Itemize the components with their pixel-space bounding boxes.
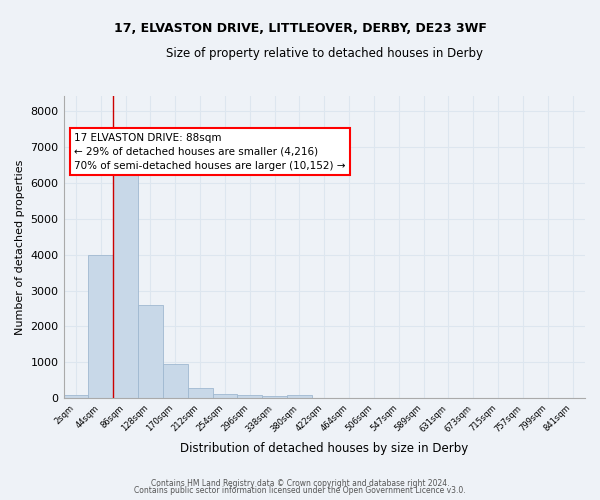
Y-axis label: Number of detached properties: Number of detached properties [15,160,25,335]
X-axis label: Distribution of detached houses by size in Derby: Distribution of detached houses by size … [180,442,469,455]
Bar [113,164,138,398]
Text: 17 ELVASTON DRIVE: 88sqm
← 29% of detached houses are smaller (4,216)
70% of sem: 17 ELVASTON DRIVE: 88sqm ← 29% of detach… [74,132,346,170]
Bar [88,254,113,398]
Bar [238,395,262,398]
Bar [287,395,312,398]
Text: Contains HM Land Registry data © Crown copyright and database right 2024.: Contains HM Land Registry data © Crown c… [151,478,449,488]
Bar [262,396,287,398]
Bar [163,364,188,398]
Bar [64,395,88,398]
Bar [138,305,163,398]
Title: Size of property relative to detached houses in Derby: Size of property relative to detached ho… [166,48,483,60]
Text: Contains public sector information licensed under the Open Government Licence v3: Contains public sector information licen… [134,486,466,495]
Bar [212,394,238,398]
Text: 17, ELVASTON DRIVE, LITTLEOVER, DERBY, DE23 3WF: 17, ELVASTON DRIVE, LITTLEOVER, DERBY, D… [113,22,487,36]
Bar [188,388,212,398]
